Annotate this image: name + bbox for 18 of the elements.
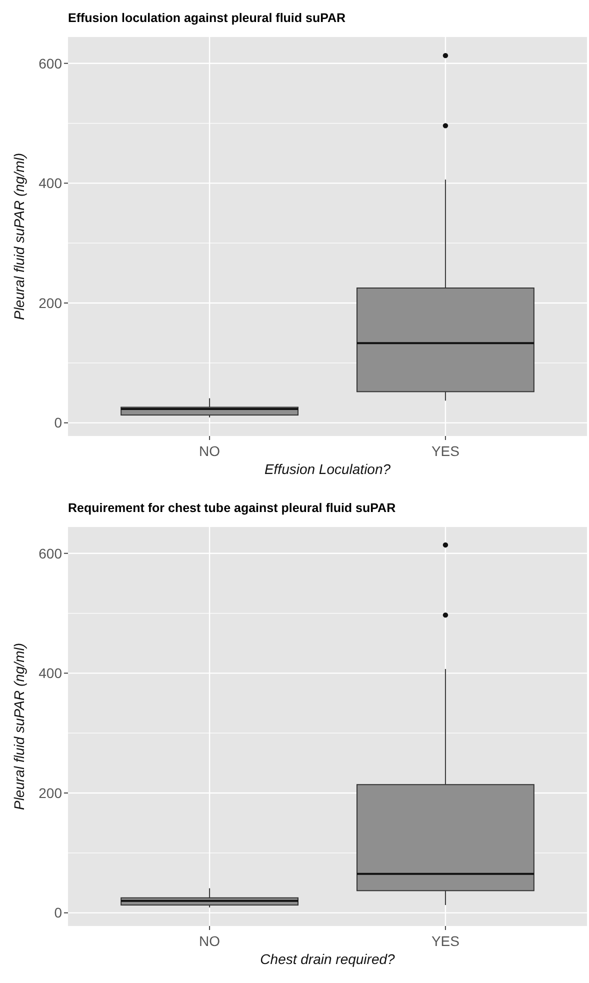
y-tick-label: 200 [38,294,62,311]
x-tick-label: YES [431,443,460,459]
y-tick-label: 400 [38,665,62,682]
y-tick-label: 200 [38,784,62,801]
y-tick-label: 400 [38,175,62,192]
y-tick-label: 0 [54,904,62,921]
chart-title: Requirement for chest tube against pleural fluid suPAR [68,501,396,515]
y-axis-title: Pleural fluid suPAR (ng/ml) [11,642,27,810]
y-tick-label: 0 [54,414,62,431]
y-tick-label: 600 [38,55,62,72]
chart-title: Effusion loculation against pleural fluid suPAR [68,11,346,25]
x-tick-label: YES [431,933,460,949]
y-tick-label: 600 [38,545,62,562]
x-axis-title: Effusion Loculation? [264,461,391,477]
x-tick-label: NO [199,933,220,949]
x-tick-label: NO [199,443,220,459]
y-axis-title: Pleural fluid suPAR (ng/ml) [11,152,27,320]
x-axis-title: Chest drain required? [260,951,396,967]
